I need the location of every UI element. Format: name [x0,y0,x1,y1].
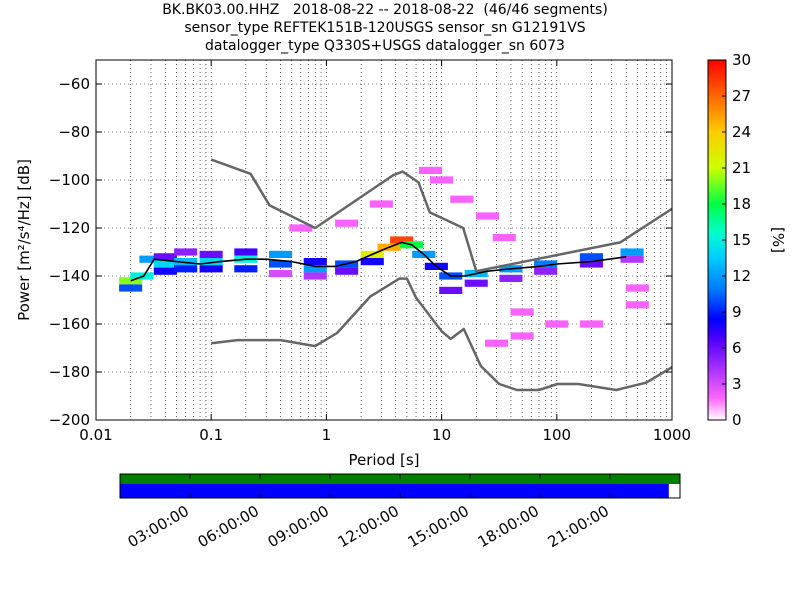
heatmap-cell [450,195,474,203]
x-axis-label: Period [s] [348,451,419,469]
y-tick-label: −100 [49,171,90,189]
colorbar-tick-label: 24 [732,123,751,141]
data-coverage-timeline: 03:00:00 06:00:00 09:00:00 12:00:00 15:00:00… [119,473,681,551]
timeline-tick-label: 09:00:00 [265,502,332,551]
timeline-coverage-bottom [120,484,669,498]
y-tick-label: −200 [49,411,90,429]
mean-curve [130,241,627,282]
timeline-tick-label: 06:00:00 [195,502,262,551]
noise-models [210,158,672,392]
heatmap-cell [269,260,293,268]
heatmap-cell [139,255,163,263]
heatmap-cell [390,236,414,244]
heatmap-cell [360,258,384,266]
chart-title-line-3: datalogger_type Q330S+USGS datalogger_sn… [205,38,565,54]
heatmap-cell [234,265,258,273]
y-tick-label: −60 [58,75,90,93]
heatmap-cell [475,212,499,220]
x-tick-label: 1 [322,426,332,444]
heatmap-cell [174,265,198,273]
heatmap-cell [234,248,258,256]
heatmap-cell [303,272,327,280]
x-tick-label: 1000 [653,426,691,444]
chart-title-line-2: sensor_type REFTEK151B-120USGS sensor_sn… [184,20,586,36]
heatmap-cell [119,277,143,285]
heatmap-cell [545,320,569,328]
colorbar-ticks: 0 3 6 9 12 15 18 21 24 27 30 [722,51,751,429]
x-tick-label: 10 [432,426,451,444]
mean-curve-line [130,241,627,282]
plot-frame [95,59,673,421]
colorbar-tick-label: 0 [732,411,742,429]
heatmap-cell [579,253,603,261]
timeline-tick-label: 03:00:00 [125,502,192,551]
heatmap-cell [464,279,488,287]
heatmap-cell [499,274,523,282]
heatmap-cell [485,339,509,347]
x-tick-label: 0.01 [79,426,112,444]
x-tick-label: 100 [542,426,571,444]
heatmap-cell [289,224,313,232]
colorbar-tick-label: 15 [732,231,751,249]
heatmap-cell [119,284,143,292]
y-axis-label: Power [m²/s⁴/Hz] [dB] [15,159,33,321]
heatmap-cell [199,258,223,266]
heatmap-cell [534,260,558,268]
heatmap-cell [335,267,359,275]
x-tick-label: 0.1 [199,426,223,444]
colorbar-tick-label: 18 [732,195,751,213]
timeline-tick-label: 21:00:00 [545,502,612,551]
heatmap-cell [620,255,644,263]
heatmap-cell [418,166,442,174]
colorbar-label: [%] [769,227,787,253]
chart-title-line-1: BK.BK03.00.HHZ 2018-08-22 -- 2018-08-22 … [162,2,608,18]
timeline-tick-label: 12:00:00 [335,502,402,551]
y-ticks: −200 −180 −160 −140 −120 −100 −80 −60 [49,75,672,429]
heatmap-cell [625,284,649,292]
colorbar-tick-label: 6 [732,339,742,357]
noise-model-nlnm-line [211,277,672,392]
timeline-tick-label: 18:00:00 [475,502,542,551]
heatmap-cell [579,320,603,328]
colorbar-tick-label: 3 [732,375,742,393]
heatmap-cell [579,260,603,268]
heatmap-cell [269,250,293,258]
heatmap-cell [510,332,534,340]
heatmap-cell [492,234,516,242]
colorbar-tick-label: 9 [732,303,742,321]
heatmap-cell [534,267,558,275]
colorbar-tick-label: 12 [732,267,751,285]
heatmap-cell [430,176,454,184]
y-tick-label: −160 [49,315,90,333]
y-tick-label: −180 [49,363,90,381]
colorbar-tick-label: 30 [732,51,751,69]
heatmap-cell [303,265,327,273]
heatmap-cell [174,258,198,266]
heatmap-cell [269,270,293,278]
y-tick-label: −120 [49,219,90,237]
timeline-tick-label: 15:00:00 [405,502,472,551]
plot-area [96,60,672,420]
y-tick-label: −80 [58,123,90,141]
colorbar-tick-label: 27 [732,87,751,105]
heatmap-cell [174,248,198,256]
heatmap-cell [199,265,223,273]
heatmap-cell [199,250,223,258]
colorbar-tick-label: 21 [732,159,751,177]
heatmap-cell [335,219,359,227]
heatmap-cell [303,258,327,266]
x-ticks: 0.01 0.1 1 10 100 1000 [79,60,691,444]
heatmap-cell [625,301,649,309]
noise-model-nhnm-line [210,158,672,273]
heatmap-cell [369,200,393,208]
heatmap-cell [153,260,177,268]
heatmap-cell [510,308,534,316]
heatmap-cell [620,248,644,256]
heatmap-cell [153,267,177,275]
heatmap-cell [153,253,177,261]
y-tick-label: −140 [49,267,90,285]
heatmap-cell [439,286,463,294]
